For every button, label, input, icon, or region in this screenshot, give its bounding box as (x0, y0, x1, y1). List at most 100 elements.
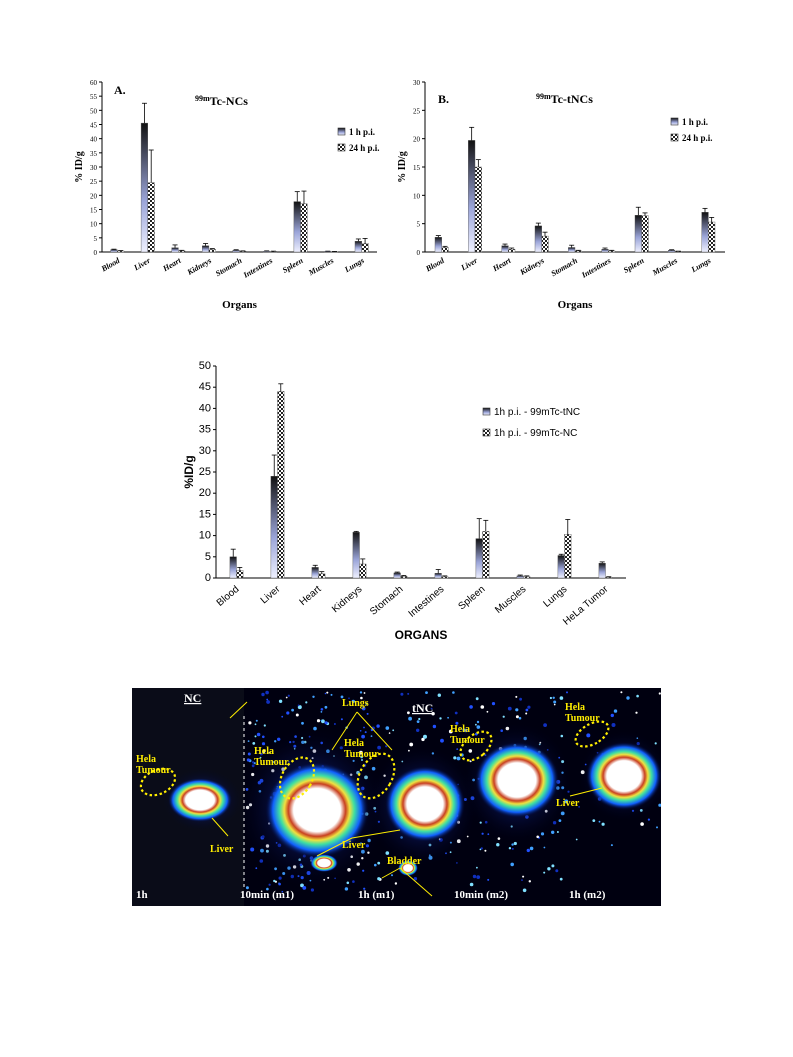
legend-swatch (670, 133, 679, 142)
bar-series-2 (474, 166, 482, 253)
label-liver-3: Liver (556, 798, 580, 809)
bladder-hotspot (310, 854, 338, 872)
bar-series-2 (208, 249, 216, 253)
category-label: Blood (423, 255, 446, 274)
legend-swatch (670, 117, 679, 126)
y-tick-label: 20 (199, 487, 211, 499)
category-label: Blood (215, 584, 242, 609)
panel-label: A. (114, 83, 126, 97)
bar-series-2 (277, 391, 285, 579)
label-tumour-1: Hela Tumour (136, 754, 171, 776)
label-lungs: Lungs (342, 698, 369, 709)
label-tumour-2: Hela Tumour (254, 746, 289, 768)
category-label: Spleen (281, 256, 305, 275)
y-tick-label: 60 (90, 79, 98, 87)
bar-series-1 (270, 475, 278, 579)
bar-series-2 (708, 221, 716, 253)
y-tick-label: 5 (94, 235, 98, 243)
label-tumour-4: Hela Tumour (450, 724, 485, 746)
bar-series-2 (508, 248, 516, 253)
category-label: Intestines (407, 584, 447, 620)
y-tick-label: 0 (417, 249, 421, 257)
bar-series-1 (557, 555, 565, 579)
legend-label: 1 h p.i. (682, 117, 708, 127)
y-tick-label: 45 (90, 122, 98, 130)
bar-series-1 (516, 575, 524, 579)
category-label: HeLa Tumor (561, 583, 611, 627)
y-tick-label: 35 (199, 424, 211, 436)
bar-series-1 (634, 214, 642, 253)
y-tick-label: 0 (205, 572, 211, 584)
bar-series-1 (475, 538, 483, 579)
bar-series-1 (110, 249, 118, 253)
legend-label: 24 h p.i. (349, 143, 380, 153)
bar-series-1 (534, 225, 542, 253)
category-label: Spleen (457, 584, 488, 612)
category-label: Stomach (549, 256, 579, 279)
bar-series-1 (293, 201, 301, 253)
category-label: Heart (160, 256, 183, 274)
y-tick-label: 0 (94, 249, 98, 257)
legend-label: 1h p.i. - 99mTc-NC (494, 428, 577, 439)
bar-series-1 (393, 572, 401, 579)
y-tick-label: 15 (199, 508, 211, 520)
bar-series-1 (201, 245, 210, 253)
label-bladder: Bladder (387, 856, 422, 867)
y-axis-label: %ID/g (183, 455, 196, 488)
legend-label: 1 h p.i. (349, 127, 375, 137)
category-label: Liver (459, 255, 480, 272)
y-tick-label: 30 (90, 164, 98, 172)
y-tick-label: 25 (199, 466, 211, 478)
bar-series-1 (668, 250, 676, 253)
label-liver-2: Liver (342, 840, 366, 851)
bar-series-1 (434, 573, 442, 579)
bar-series-1 (311, 567, 319, 579)
category-label: Lungs (689, 256, 712, 275)
bar-series-1 (352, 531, 360, 579)
y-tick-label: 10 (90, 221, 98, 229)
bar-series-1 (171, 247, 179, 253)
bar-series-2 (178, 250, 186, 253)
legend-label: 1h p.i. - 99mTc-tNC (494, 407, 580, 418)
y-tick-label: 30 (199, 445, 211, 457)
bar-series-1 (140, 122, 148, 253)
y-tick-label: 30 (413, 79, 421, 87)
bar-series-1 (229, 556, 237, 579)
y-tick-label: 50 (90, 107, 98, 115)
y-tick-label: 25 (413, 107, 421, 115)
legend-swatch (337, 127, 346, 136)
x-axis-label: Organs (558, 299, 594, 311)
chart-title: 99mTc-NCs (195, 94, 248, 108)
category-label: Spleen (622, 256, 646, 275)
bar-series-2 (117, 250, 125, 253)
x-axis-label: Organs (222, 299, 258, 311)
y-tick-label: 20 (90, 192, 98, 200)
chart-c: 0 5 10 15 20 25 30 35 40 45 50 Blood Liver Heart Kidne… (183, 360, 626, 642)
nc-label: NC (184, 691, 201, 705)
y-axis-label: % ID/g (397, 151, 408, 182)
category-label: Blood (99, 255, 122, 274)
y-tick-label: 40 (90, 136, 98, 144)
y-tick-label: 25 (90, 178, 98, 186)
bar-series-2 (239, 250, 247, 253)
time-label-3: 1h (m1) (358, 889, 395, 901)
y-tick-label: 55 (90, 93, 98, 101)
bar-series-2 (236, 570, 244, 579)
bar-series-2 (361, 243, 369, 253)
bar-series-1 (468, 140, 476, 253)
bar-series-1 (601, 248, 609, 253)
category-label: Intestines (579, 256, 612, 280)
category-label: Kidneys (518, 256, 546, 277)
bar-series-2 (300, 203, 308, 253)
bar-series-2 (564, 534, 572, 579)
label-tumour-3: Hela Tumour (344, 738, 379, 760)
legend-swatch (337, 143, 346, 152)
chart-b: 0 5 10 15 20 25 30 Blood Liver Heart Kidneys Stomac… (397, 79, 725, 311)
panel-label: B. (438, 92, 449, 106)
m1-10min-hotspot (265, 762, 369, 858)
legend-swatch (482, 407, 491, 416)
bar-series-2 (641, 215, 649, 253)
time-label-1: 1h (136, 889, 148, 901)
bar-series-1 (701, 212, 709, 253)
category-label: Stomach (214, 256, 244, 279)
